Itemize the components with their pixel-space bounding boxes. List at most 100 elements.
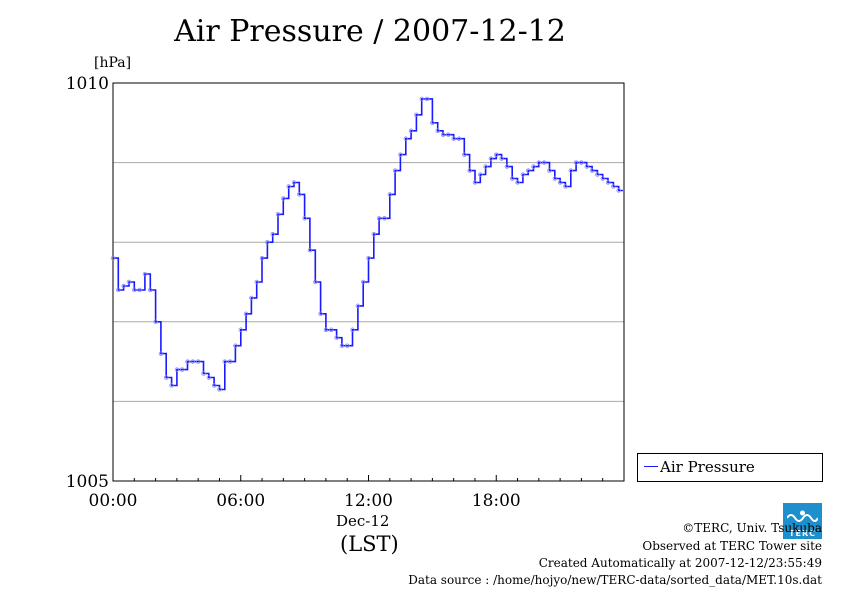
- data-point: [211, 383, 217, 388]
- data-point: [589, 168, 595, 173]
- y-tick-label: 1010: [66, 74, 109, 94]
- data-point: [142, 271, 148, 277]
- data-point: [169, 383, 174, 388]
- data-point: [307, 247, 313, 253]
- data-point: [329, 327, 334, 332]
- data-point: [451, 136, 456, 141]
- data-point: [206, 375, 212, 380]
- data-point: [281, 196, 286, 201]
- x-axis-timezone-label: (LST): [340, 532, 399, 556]
- data-point: [110, 255, 116, 261]
- data-point: [398, 152, 403, 157]
- data-point: [462, 152, 467, 157]
- legend-label: Air Pressure: [660, 458, 755, 476]
- x-tick-label: 06:00: [216, 491, 265, 511]
- x-axis-date-label: Dec-12: [336, 512, 390, 530]
- data-point: [190, 359, 196, 364]
- data-point: [116, 287, 121, 293]
- data-point: [201, 371, 206, 376]
- data-point: [403, 136, 408, 141]
- data-point: [605, 180, 611, 185]
- data-point: [132, 287, 137, 293]
- data-point: [557, 180, 563, 185]
- data-point: [616, 188, 621, 193]
- data-point: [222, 359, 227, 364]
- data-point: [334, 335, 339, 340]
- data-point: [137, 287, 142, 293]
- data-point: [286, 184, 291, 189]
- data-point: [547, 168, 552, 173]
- data-point: [584, 164, 589, 169]
- data-point: [227, 359, 233, 364]
- data-point: [435, 128, 440, 133]
- logo-text: TERC: [789, 529, 816, 538]
- data-point: [345, 343, 350, 348]
- data-point: [360, 279, 366, 285]
- data-point: [366, 255, 371, 261]
- data-point: [174, 367, 180, 372]
- data-point: [568, 168, 573, 173]
- data-point: [408, 128, 414, 133]
- data-point: [121, 283, 126, 289]
- data-point: [611, 184, 616, 189]
- data-point: [563, 184, 568, 189]
- data-point: [579, 160, 584, 165]
- y-axis-unit-label: [hPa]: [94, 55, 132, 71]
- data-point: [243, 311, 249, 317]
- x-tick-label: 12:00: [344, 491, 393, 511]
- data-point: [515, 180, 520, 185]
- data-point: [382, 216, 387, 221]
- data-point: [259, 255, 265, 261]
- created-text: Created Automatically at 2007-12-12/23:5…: [538, 556, 822, 570]
- data-point: [510, 176, 515, 181]
- data-point: [525, 168, 531, 173]
- data-point: [302, 216, 307, 221]
- data-point: [600, 176, 605, 181]
- legend-swatch: [644, 466, 658, 467]
- x-tick-label: 18:00: [472, 491, 521, 511]
- series-line: [113, 98, 623, 391]
- data-point: [536, 160, 542, 165]
- data-point: [153, 319, 158, 324]
- data-point: [573, 160, 579, 165]
- data-point: [430, 120, 435, 125]
- chart-title: Air Pressure / 2007-12-12: [174, 14, 566, 49]
- data-point: [446, 132, 451, 137]
- data-point: [440, 132, 446, 137]
- data-point: [350, 327, 355, 332]
- data-point: [494, 152, 499, 157]
- data-point: [467, 168, 472, 173]
- data-point: [318, 311, 323, 317]
- data-point: [414, 112, 419, 118]
- data-point: [195, 359, 201, 364]
- data-point: [158, 351, 164, 356]
- data-point: [313, 279, 318, 285]
- data-point: [291, 180, 297, 185]
- data-point: [387, 192, 392, 197]
- data-point: [371, 232, 377, 237]
- data-point: [504, 164, 510, 169]
- data-point: [233, 343, 238, 348]
- axis-ticks: [112, 82, 604, 482]
- data-point: [419, 96, 424, 102]
- data-source-text: Data source : /home/hojyo/new/TERC-data/…: [408, 573, 822, 587]
- copyright-text: ©TERC, Univ. Tsukuba: [682, 521, 822, 535]
- data-point: [483, 164, 488, 169]
- data-point: [275, 212, 281, 217]
- data-point: [499, 156, 504, 161]
- data-point: [270, 232, 275, 237]
- data-point: [254, 279, 259, 285]
- data-point: [179, 367, 185, 372]
- data-point: [520, 172, 526, 177]
- data-point: [339, 343, 345, 348]
- data-point: [164, 375, 169, 380]
- legend: Air Pressure: [637, 453, 823, 482]
- data-point: [595, 172, 600, 177]
- data-point: [531, 164, 536, 169]
- data-point: [238, 327, 243, 332]
- data-point: [456, 136, 462, 141]
- data-point: [488, 156, 494, 161]
- y-tick-label: 1005: [66, 472, 109, 492]
- data-point: [392, 168, 398, 173]
